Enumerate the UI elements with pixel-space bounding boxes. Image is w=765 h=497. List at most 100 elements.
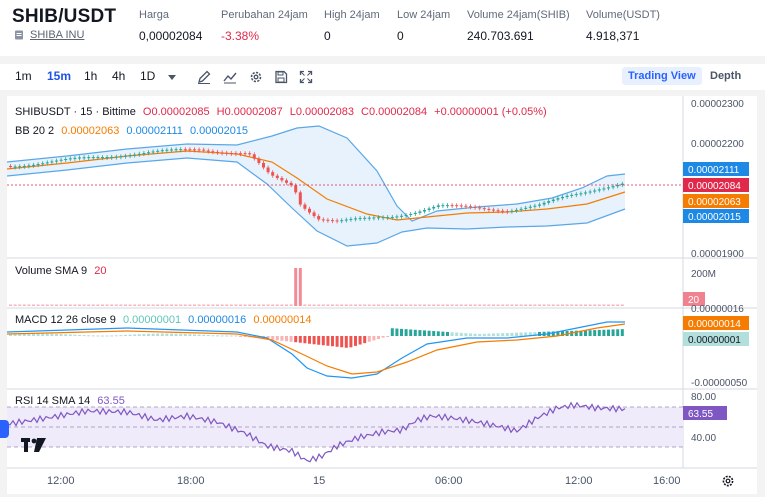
volume-bar bbox=[561, 304, 564, 306]
dropdown-caret-icon[interactable] bbox=[164, 69, 180, 85]
time-tick-label: 12:00 bbox=[565, 475, 593, 487]
price-badge-text: 0.00002063 bbox=[688, 197, 741, 208]
candle-body bbox=[142, 153, 146, 155]
volume-bar bbox=[78, 304, 81, 306]
macd-badge-signal bbox=[683, 316, 749, 330]
macd-histogram-bar bbox=[616, 329, 620, 336]
chart-settings-gear-icon[interactable] bbox=[721, 474, 735, 488]
side-panel-toggle[interactable] bbox=[0, 420, 9, 438]
candle-body bbox=[478, 207, 482, 209]
macd-histogram-bar bbox=[41, 333, 45, 336]
candle-body bbox=[482, 208, 486, 210]
candle-body bbox=[248, 153, 252, 155]
volume-bar bbox=[317, 304, 321, 306]
volume-bar bbox=[570, 304, 574, 306]
macd-histogram-bar bbox=[335, 336, 339, 347]
rsi-line bbox=[6, 401, 626, 463]
volume-bar bbox=[110, 304, 114, 306]
macd-histogram-bar bbox=[505, 333, 509, 336]
volume-bar bbox=[308, 304, 311, 306]
bollinger-middle-line bbox=[6, 150, 626, 221]
candle-body bbox=[41, 163, 45, 165]
volume-bar bbox=[482, 304, 486, 306]
candle-body bbox=[285, 180, 288, 183]
candle-body bbox=[436, 205, 440, 207]
volume-bar bbox=[36, 304, 40, 306]
volume-bar bbox=[156, 304, 160, 306]
macd-histogram-bar bbox=[55, 333, 58, 336]
volume-bar bbox=[542, 304, 546, 306]
volume-bar bbox=[294, 268, 298, 306]
volume-legend: Volume SMA 9 20 bbox=[15, 265, 107, 277]
timeframe-1d[interactable]: 1D bbox=[140, 69, 156, 83]
timeframe-4h[interactable]: 4h bbox=[112, 69, 126, 83]
macd-histogram-bar bbox=[220, 335, 224, 337]
volume-bar bbox=[469, 304, 472, 306]
depth-tab[interactable]: Depth bbox=[710, 70, 742, 82]
candle-body bbox=[206, 150, 210, 152]
macd-histogram-bar bbox=[142, 334, 146, 336]
candle-body bbox=[188, 149, 192, 151]
macd-histogram-bar bbox=[561, 331, 564, 336]
save-disk-icon[interactable] bbox=[273, 69, 289, 85]
volume-bar bbox=[501, 304, 505, 306]
macd-histogram-bar bbox=[367, 336, 371, 342]
volume-bar bbox=[59, 304, 63, 306]
candle-body bbox=[602, 188, 606, 190]
volume-bar bbox=[87, 304, 91, 306]
volume-bar bbox=[607, 304, 610, 306]
macd-histogram-bar bbox=[423, 330, 426, 336]
trading-view-tab[interactable]: Trading View bbox=[622, 67, 702, 85]
volume-bar bbox=[41, 304, 45, 306]
timeframe-15m[interactable]: 15m bbox=[47, 69, 72, 83]
volume-bar bbox=[147, 304, 150, 306]
volume-bar bbox=[404, 304, 408, 306]
candle-body bbox=[271, 172, 275, 176]
macd-legend: MACD 12 26 close 9 0.00000001 0.00000016… bbox=[15, 314, 312, 326]
volume-bar bbox=[616, 304, 620, 306]
macd-histogram-bar bbox=[487, 333, 491, 336]
candle-body bbox=[542, 202, 546, 205]
volume-bar bbox=[234, 304, 238, 306]
chart-area[interactable]: 0.00002300 0.00002200 0.00001900 0.00002… bbox=[0, 96, 757, 494]
pair-name-link[interactable]: SHIBA INU bbox=[30, 29, 85, 41]
volume-bar bbox=[538, 304, 541, 306]
stat-change: Perubahan 24jam -3.38% bbox=[221, 9, 308, 43]
candle-body bbox=[216, 151, 219, 153]
volume-bar bbox=[101, 304, 104, 306]
fullscreen-icon[interactable] bbox=[298, 69, 314, 85]
chart-canvas[interactable]: 0.00002300 0.00002200 0.00001900 0.00002… bbox=[6, 96, 757, 494]
volume-bar bbox=[450, 304, 454, 306]
volume-bar bbox=[611, 304, 615, 306]
pair-title: SHIB/USDT bbox=[12, 6, 117, 27]
price-badge-text: 0.00002111 bbox=[688, 165, 740, 176]
candle-body bbox=[234, 153, 238, 155]
candle-body bbox=[211, 151, 215, 153]
macd-histogram-bar bbox=[418, 330, 422, 336]
timeframe-1h[interactable]: 1h bbox=[84, 69, 98, 83]
macd-histogram-bar bbox=[202, 334, 206, 336]
indicators-chart-icon[interactable] bbox=[222, 69, 238, 85]
volume-bar bbox=[114, 304, 118, 306]
candle-body bbox=[344, 219, 348, 221]
macd-histogram-bar bbox=[257, 336, 261, 339]
candle-body bbox=[18, 166, 22, 168]
volume-bar bbox=[202, 304, 206, 306]
candle-body bbox=[303, 204, 307, 209]
volume-bar bbox=[50, 304, 54, 306]
timeframe-1m[interactable]: 1m bbox=[15, 69, 32, 83]
candle-body bbox=[427, 208, 431, 211]
candle-body bbox=[372, 217, 376, 219]
volume-bar bbox=[243, 304, 247, 306]
candle-body bbox=[579, 193, 583, 195]
macd-histogram-bar bbox=[381, 336, 385, 338]
volume-bar bbox=[13, 304, 17, 306]
document-icon bbox=[15, 30, 23, 40]
drawing-pencil-icon[interactable] bbox=[196, 69, 212, 85]
candle-body bbox=[505, 211, 509, 213]
settings-gear-icon[interactable] bbox=[248, 69, 264, 85]
macd-histogram-bar bbox=[413, 329, 417, 336]
macd-histogram-bar bbox=[119, 335, 123, 337]
candle-body bbox=[547, 201, 551, 203]
macd-histogram-bar bbox=[593, 330, 597, 336]
